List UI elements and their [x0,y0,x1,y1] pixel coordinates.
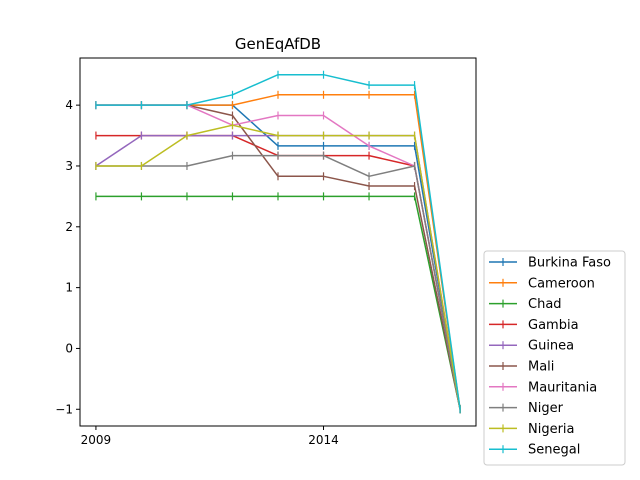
legend-label: Guinea [528,339,574,354]
legend-item: Chad [489,297,562,312]
x-tick-label: 2014 [308,433,339,447]
legend-item: Senegal [489,443,580,458]
y-tick-label: −1 [55,402,73,416]
series-line [95,104,461,410]
chart-title: GenEqAfDB [235,35,321,53]
x-tick-label: 2009 [81,433,112,447]
legend-item: Mauritania [489,380,597,395]
series-9 [95,70,461,414]
legend-item: Cameroon [489,276,595,291]
series-line [95,104,461,410]
legend-label: Mauritania [528,380,597,395]
legend-item: Mali [489,360,554,375]
legend-label: Mali [528,360,554,375]
series-line [95,104,461,410]
legend: Burkina Faso Cameroon Chad Gambia Guinea Mali… [483,250,626,466]
legend-label: Chad [528,297,562,312]
legend-item: Burkina Faso [489,256,611,271]
plot-area-frame [79,57,477,427]
series-line [95,195,461,410]
legend-item: Niger [489,401,564,416]
series-7 [95,151,461,414]
y-tick-label: 4 [65,98,73,112]
legend-item: Gambia [489,318,579,333]
series-0 [95,101,461,414]
y-tick-label: 3 [65,159,73,173]
y-tick-label: 2 [65,220,73,234]
legend-label: Cameroon [528,276,595,291]
series-line [95,73,461,410]
legend-box [483,250,626,466]
y-tick-label: 1 [65,281,73,295]
series-2 [95,192,461,414]
legend-label: Niger [528,401,564,416]
legend-label: Gambia [528,318,579,333]
legend-item: Guinea [489,339,574,354]
series-8 [95,121,461,414]
axis-layer: 2009 2014 −1 0 1 2 3 4 [55,98,338,447]
legend-label: Senegal [528,443,580,458]
legend-label: Burkina Faso [528,256,611,271]
legend-item: Nigeria [489,422,575,437]
y-tick-label: 0 [65,341,73,355]
legend-label: Nigeria [528,422,575,437]
series-layer [95,70,461,414]
